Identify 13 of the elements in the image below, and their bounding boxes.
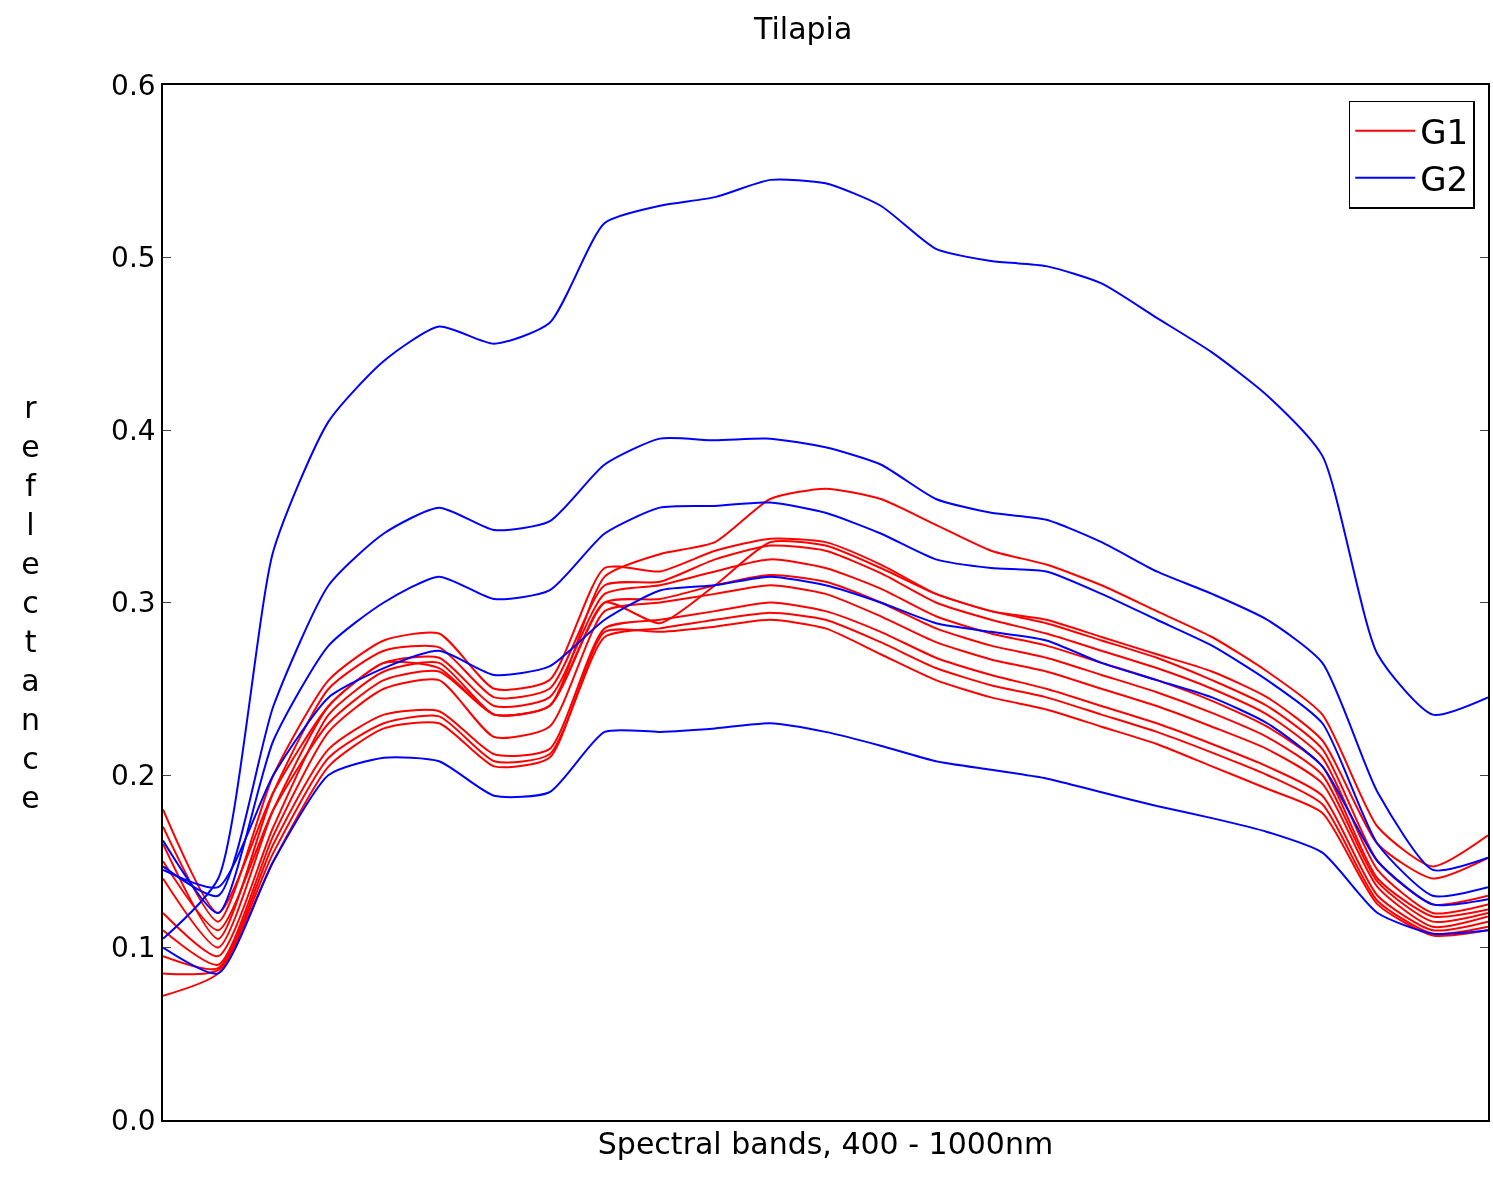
y-tick-label: 0.3 [111, 586, 156, 620]
legend-label: G1 [1420, 111, 1469, 152]
y-tick-label: 0.4 [111, 413, 156, 447]
chart-title: Tilapia [753, 10, 853, 46]
x-axis-title: Spectral bands, 400 - 1000nm [597, 1125, 1054, 1161]
y-tick-label: 0.1 [111, 931, 156, 965]
y-tick-label: 0.0 [111, 1103, 156, 1137]
y-tick-label: 0.5 [111, 241, 156, 275]
y-tick-label: 0.6 [111, 68, 156, 102]
legend-label: G2 [1420, 159, 1469, 200]
y-tick-label: 0.2 [111, 758, 156, 792]
text: reflectance [21, 390, 41, 815]
line-series [163, 722, 1488, 975]
